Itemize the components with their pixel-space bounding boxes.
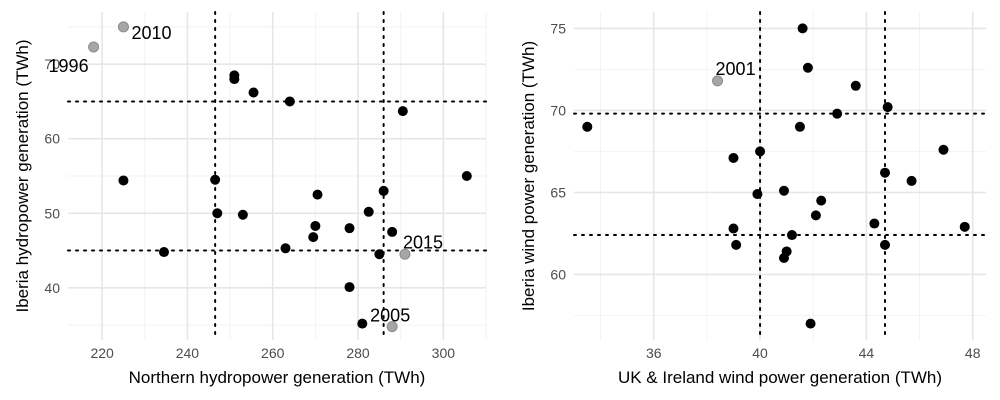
y-tick-label: 40 <box>44 280 60 296</box>
x-tick-label: 240 <box>176 345 200 361</box>
data-point <box>797 23 808 34</box>
data-point <box>158 247 169 258</box>
y-tick-label: 70 <box>550 102 566 118</box>
data-point <box>387 226 398 237</box>
y-tick-label: 75 <box>550 20 566 36</box>
x-tick-label: 300 <box>432 345 456 361</box>
data-point <box>781 246 792 257</box>
data-point <box>280 243 291 254</box>
highlighted-data-point <box>386 321 398 333</box>
wind-power-scatter-panel: 36 40 44 48 60 65 70 75 UK & Ireland wind power … <box>519 11 987 387</box>
data-point <box>363 206 374 217</box>
data-point <box>229 74 240 85</box>
data-point <box>118 175 129 186</box>
data-point <box>284 96 295 107</box>
data-point <box>869 218 880 229</box>
data-point <box>312 189 323 200</box>
data-point <box>959 221 970 232</box>
data-point <box>237 209 248 220</box>
data-point <box>310 220 321 231</box>
data-point <box>248 87 259 98</box>
y-axis-title: Iberia hydropower generation (TWh) <box>13 39 32 312</box>
data-point <box>906 175 917 186</box>
y-tick-label: 60 <box>44 131 60 147</box>
data-point <box>582 121 593 132</box>
data-point <box>879 167 890 178</box>
data-point <box>802 62 813 73</box>
highlighted-data-point <box>88 41 100 53</box>
data-point <box>805 318 816 329</box>
data-point <box>794 121 805 132</box>
data-point <box>850 80 861 91</box>
y-tick-label: 70 <box>44 56 60 72</box>
x-tick-label: 36 <box>646 345 662 361</box>
data-point <box>397 106 408 117</box>
data-point <box>752 189 763 200</box>
data-point <box>882 102 893 113</box>
data-point <box>816 195 827 206</box>
highlighted-data-point <box>712 75 724 87</box>
data-point <box>378 185 389 196</box>
x-tick-label: 40 <box>752 345 768 361</box>
data-point <box>832 108 843 119</box>
data-point <box>344 282 355 293</box>
data-point <box>212 208 223 219</box>
data-point <box>879 239 890 250</box>
data-point <box>786 230 797 241</box>
data-point <box>778 185 789 196</box>
data-point <box>728 152 739 163</box>
x-axis-title: UK & Ireland wind power generation (TWh) <box>618 368 942 387</box>
x-tick-label: 220 <box>90 345 114 361</box>
data-point <box>308 232 319 243</box>
x-tick-label: 260 <box>261 345 285 361</box>
highlighted-data-point <box>399 248 411 260</box>
data-point <box>374 249 385 260</box>
year-annotation: 2005 <box>370 306 410 326</box>
data-point <box>731 239 742 250</box>
y-tick-label: 60 <box>550 266 566 282</box>
x-axis-title: Northern hydropower generation (TWh) <box>129 368 426 387</box>
x-tick-label: 280 <box>346 345 370 361</box>
hydropower-scatter-panel: 220 240 260 280 300 40 50 60 70 Northern hydropow… <box>13 11 487 387</box>
y-axis-title: Iberia wind power generation (TWh) <box>519 41 538 311</box>
year-annotation: 2010 <box>131 23 171 43</box>
data-point <box>755 146 766 157</box>
y-tick-label: 50 <box>44 205 60 221</box>
x-tick-label: 44 <box>859 345 875 361</box>
year-annotation: 2015 <box>403 232 443 252</box>
data-point <box>461 171 472 181</box>
data-point <box>728 223 739 234</box>
data-point <box>357 318 368 329</box>
data-point <box>810 210 821 221</box>
highlighted-data-point <box>117 21 129 33</box>
year-annotation: 1996 <box>49 56 89 76</box>
y-tick-label: 65 <box>550 184 566 200</box>
data-point <box>344 223 355 234</box>
data-point <box>938 144 949 155</box>
year-annotation: 2001 <box>716 59 756 79</box>
data-point <box>210 174 221 185</box>
x-tick-label: 48 <box>965 345 981 361</box>
